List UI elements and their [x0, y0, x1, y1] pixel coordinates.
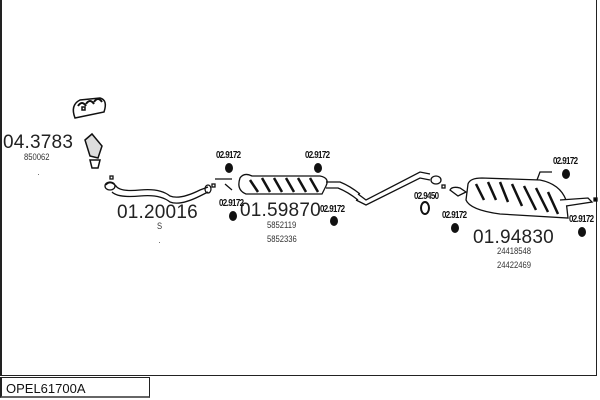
reference-number: 850062	[24, 152, 50, 162]
reference-number: 5852119	[267, 220, 297, 230]
hanger-icon	[562, 169, 570, 179]
marker-dot	[159, 242, 160, 243]
reference-number: 24422469	[497, 260, 532, 270]
hanger-icon	[420, 201, 430, 215]
hanger-icon	[229, 211, 237, 221]
front-pipe-drawing	[104, 175, 216, 204]
hanger-label: 02.9172	[569, 214, 594, 225]
hanger-icon	[314, 163, 322, 173]
manifold-catalyst-drawing	[72, 97, 107, 169]
hanger-label: 02.9172	[553, 156, 578, 167]
marker-dot	[38, 174, 39, 175]
exhaust-drawing	[72, 97, 598, 237]
hanger-icon	[578, 227, 586, 237]
hanger-label: 02.9450	[414, 191, 439, 202]
hanger-icon	[225, 163, 233, 173]
centre-silencer-drawing	[215, 173, 361, 201]
hanger-label: 02.9172	[442, 210, 467, 221]
reference-number: 5852336	[267, 234, 297, 244]
hanger-label: 02.9172	[216, 150, 241, 161]
reference-number: 24418548	[497, 246, 532, 256]
part-number: 01.20016	[117, 202, 198, 223]
hanger-label: 02.9172	[219, 198, 244, 209]
rear-silencer-drawing	[449, 171, 598, 219]
reference-number: S	[157, 221, 163, 231]
diagram-code: OPEL61700A	[0, 377, 150, 398]
hanger-label: 02.9172	[305, 150, 330, 161]
hanger-label: 02.9172	[320, 204, 345, 215]
hanger-icon	[451, 223, 459, 233]
part-number: 01.94830	[473, 227, 554, 248]
part-number: 01.59870	[240, 200, 321, 221]
hanger-icon	[330, 216, 338, 226]
part-number: 04.3783	[3, 132, 74, 153]
intermediate-pipe-drawing	[355, 171, 446, 206]
hanger-rubbers	[225, 163, 586, 237]
diagram-frame	[0, 0, 597, 376]
